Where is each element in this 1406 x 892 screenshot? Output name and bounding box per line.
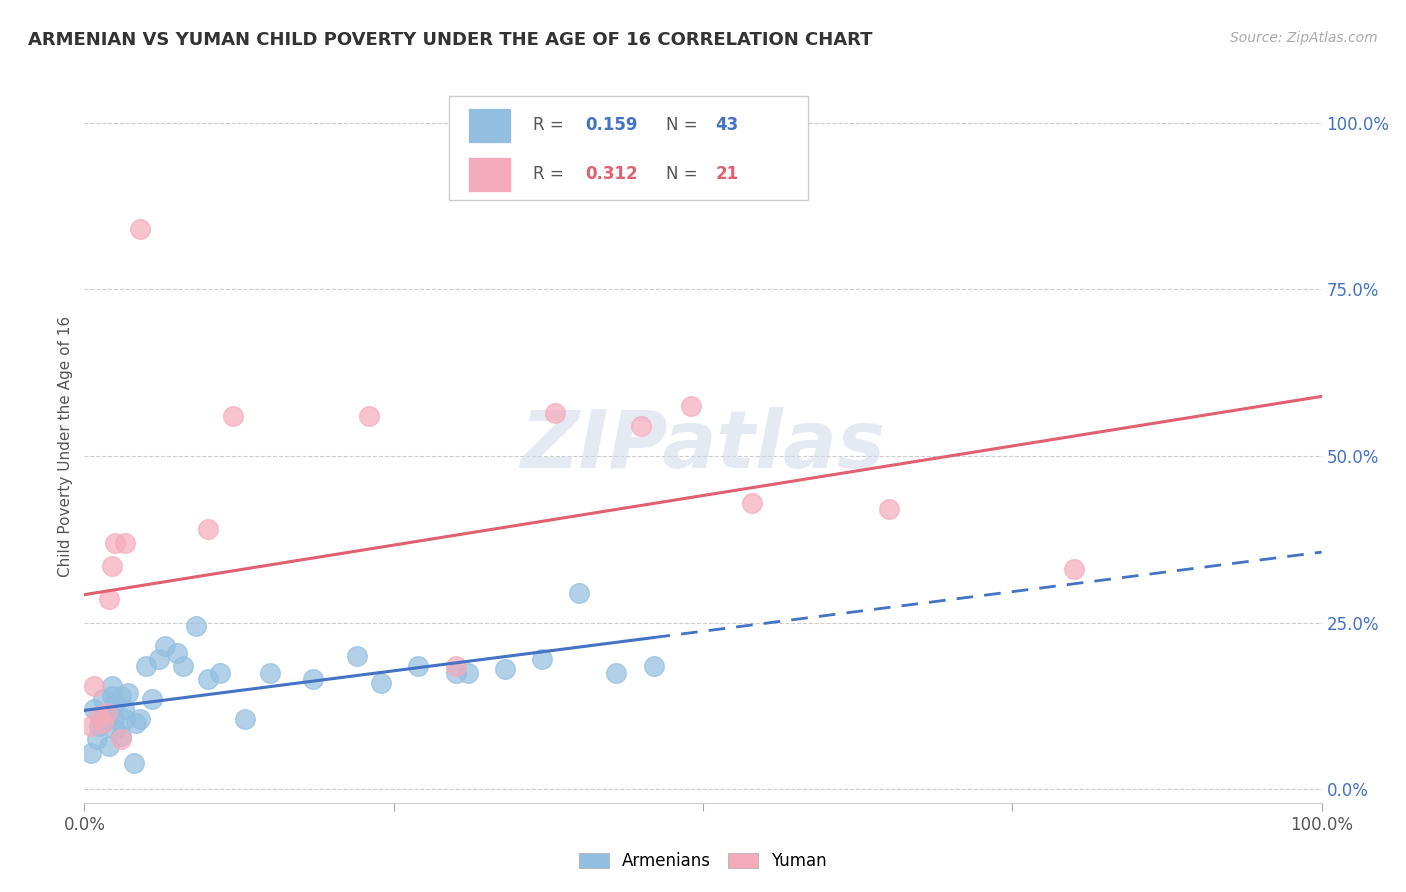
- Point: [98, 739, 121, 753]
- Point: [122, 756, 145, 770]
- Point: [233, 713, 256, 727]
- Point: [543, 406, 565, 420]
- Point: [83, 679, 105, 693]
- Text: 0.312: 0.312: [585, 165, 638, 183]
- Point: [209, 665, 232, 680]
- Point: [741, 496, 763, 510]
- Point: [91, 715, 114, 730]
- Text: N =: N =: [666, 165, 697, 183]
- Point: [117, 686, 139, 700]
- Point: [129, 222, 152, 236]
- Point: [89, 709, 111, 723]
- Point: [877, 502, 900, 516]
- Point: [135, 659, 157, 673]
- Point: [112, 702, 135, 716]
- Text: N =: N =: [666, 117, 697, 135]
- Point: [103, 713, 125, 727]
- Text: ARMENIAN VS YUMAN CHILD POVERTY UNDER THE AGE OF 16 CORRELATION CHART: ARMENIAN VS YUMAN CHILD POVERTY UNDER TH…: [28, 31, 873, 49]
- Point: [83, 702, 105, 716]
- Text: R =: R =: [533, 165, 564, 183]
- Point: [96, 713, 118, 727]
- Point: [457, 665, 479, 680]
- Point: [96, 706, 118, 720]
- Point: [153, 639, 176, 653]
- Text: 43: 43: [716, 117, 738, 135]
- Point: [100, 679, 122, 693]
- Point: [98, 592, 121, 607]
- FancyBboxPatch shape: [450, 96, 808, 200]
- Point: [259, 665, 281, 680]
- Point: [110, 729, 132, 743]
- Point: [643, 659, 665, 673]
- Point: [86, 732, 108, 747]
- Point: [114, 713, 136, 727]
- FancyBboxPatch shape: [468, 157, 512, 192]
- Point: [141, 692, 163, 706]
- Point: [357, 409, 380, 423]
- Point: [494, 662, 516, 676]
- Point: [172, 659, 194, 673]
- Point: [346, 649, 368, 664]
- Point: [197, 522, 219, 536]
- Point: [129, 713, 152, 727]
- Point: [184, 619, 207, 633]
- Point: [531, 652, 554, 666]
- Text: 21: 21: [716, 165, 738, 183]
- Y-axis label: Child Poverty Under the Age of 16: Child Poverty Under the Age of 16: [58, 316, 73, 576]
- Text: R =: R =: [533, 117, 564, 135]
- Point: [444, 659, 467, 673]
- Legend: Armenians, Yuman: Armenians, Yuman: [572, 846, 834, 877]
- Point: [197, 673, 219, 687]
- Point: [100, 559, 122, 574]
- Point: [104, 535, 127, 549]
- Point: [104, 723, 127, 737]
- Point: [79, 746, 101, 760]
- Point: [568, 585, 591, 599]
- Point: [114, 535, 136, 549]
- Point: [148, 652, 170, 666]
- Point: [166, 646, 188, 660]
- Point: [370, 675, 392, 690]
- Point: [91, 692, 114, 706]
- Point: [125, 715, 148, 730]
- Point: [605, 665, 627, 680]
- Point: [100, 689, 122, 703]
- Point: [110, 732, 132, 747]
- Text: ZIPatlas: ZIPatlas: [520, 407, 886, 485]
- Point: [110, 689, 132, 703]
- Text: Source: ZipAtlas.com: Source: ZipAtlas.com: [1230, 31, 1378, 45]
- Point: [104, 696, 127, 710]
- Point: [302, 673, 325, 687]
- Point: [222, 409, 245, 423]
- FancyBboxPatch shape: [468, 108, 512, 143]
- Point: [1063, 562, 1085, 576]
- Point: [79, 719, 101, 733]
- Point: [444, 665, 467, 680]
- Point: [91, 713, 114, 727]
- Point: [408, 659, 430, 673]
- Point: [89, 719, 111, 733]
- Point: [630, 419, 652, 434]
- Point: [679, 399, 702, 413]
- Text: 0.159: 0.159: [585, 117, 638, 135]
